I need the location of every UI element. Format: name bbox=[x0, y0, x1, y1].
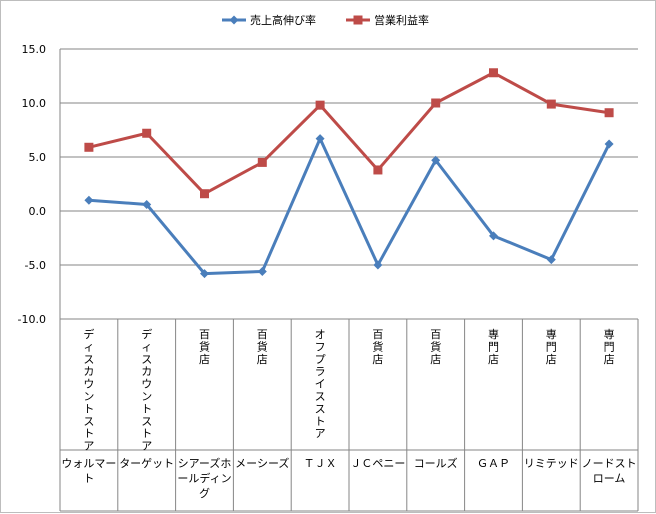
data-point bbox=[200, 189, 209, 199]
legend-marker bbox=[229, 15, 239, 25]
category-type-label: 専門店 bbox=[488, 328, 499, 366]
data-point bbox=[200, 269, 209, 279]
y-tick-label: 5.0 bbox=[29, 151, 47, 164]
legend-label: 営業利益率 bbox=[374, 13, 429, 27]
series-line-1 bbox=[88, 137, 611, 276]
category-name-label: ターゲット bbox=[119, 457, 174, 470]
data-point bbox=[373, 260, 383, 270]
y-tick-label: 10.0 bbox=[22, 97, 47, 110]
category-type-label: 百貨店 bbox=[430, 328, 441, 366]
data-point bbox=[257, 266, 267, 276]
data-point bbox=[604, 139, 614, 149]
data-point bbox=[315, 134, 325, 144]
data-point bbox=[315, 100, 325, 110]
y-tick-label: 0.0 bbox=[29, 205, 47, 218]
data-point bbox=[142, 128, 152, 138]
data-point bbox=[431, 155, 441, 165]
data-point bbox=[489, 68, 498, 78]
category-name-label: ノードストローム bbox=[582, 457, 637, 485]
data-point bbox=[373, 165, 383, 175]
legend-label: 売上高伸び率 bbox=[250, 13, 316, 27]
category-name-label: ＴＪＸ bbox=[304, 457, 337, 470]
category-type-label: ディスカウントストア bbox=[83, 327, 94, 453]
data-point bbox=[546, 99, 556, 109]
category-type-label: 百貨店 bbox=[372, 328, 383, 366]
category-type-label: 百貨店 bbox=[199, 328, 210, 366]
category-type-label: 百貨店 bbox=[257, 328, 268, 366]
category-name-label: シアーズホールディング bbox=[177, 456, 231, 500]
data-point bbox=[142, 200, 152, 210]
y-tick-label: -5.0 bbox=[25, 259, 46, 272]
legend-marker bbox=[353, 15, 363, 25]
category-type-label: ディスカウントストア bbox=[141, 327, 152, 453]
category-type-label: 専門店 bbox=[604, 328, 615, 366]
category-name-label: ＧＡＰ bbox=[477, 457, 510, 470]
category-name-label: メーシーズ bbox=[235, 456, 289, 470]
y-tick-label: 15.0 bbox=[22, 43, 47, 56]
data-point bbox=[546, 255, 556, 265]
series-line-2 bbox=[88, 71, 610, 196]
data-point bbox=[257, 157, 267, 167]
category-name-label: ＪＣペニー bbox=[350, 457, 405, 470]
data-point bbox=[489, 231, 498, 241]
category-type-label: 専門店 bbox=[546, 328, 557, 366]
data-point bbox=[84, 142, 94, 152]
category-type-label: オフプライスストア bbox=[315, 328, 326, 440]
data-point bbox=[604, 108, 614, 118]
data-point bbox=[84, 195, 94, 205]
data-point bbox=[431, 98, 441, 108]
category-name-label: リミテッド bbox=[524, 457, 579, 470]
category-name-label: ウォルマート bbox=[61, 457, 116, 485]
category-name-label: コールズ bbox=[414, 456, 458, 470]
y-tick-label: -10.0 bbox=[18, 313, 46, 326]
